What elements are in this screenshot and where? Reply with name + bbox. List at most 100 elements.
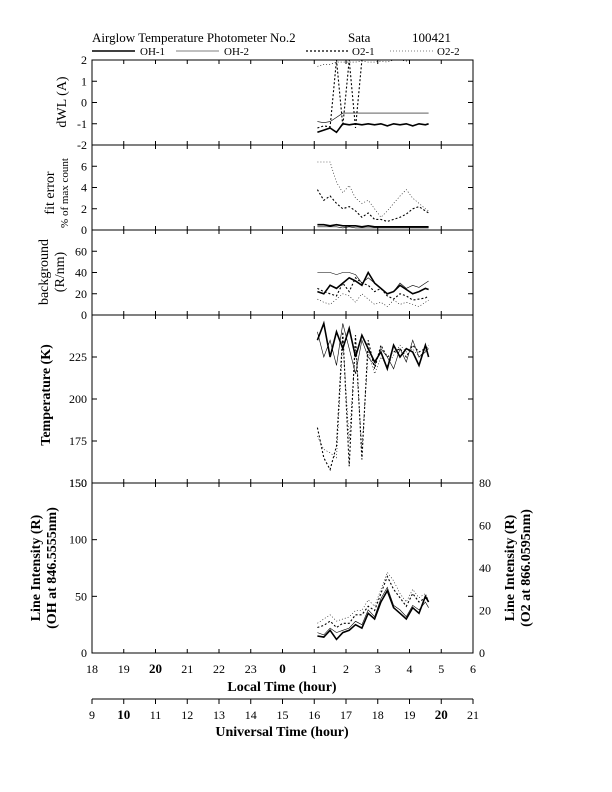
local-time-tick-label: 19: [118, 662, 130, 676]
temperature-series-o2-2: [317, 340, 429, 459]
temperature-series-oh-2: [317, 323, 429, 374]
fit-error-axis-label: fit error: [43, 171, 58, 214]
dwl-series-oh-2: [317, 112, 429, 124]
universal-time-tick-label: 19: [404, 708, 416, 722]
line_intensity-ytick-label: 0: [81, 646, 87, 660]
universal-time-tick-label: 15: [277, 708, 289, 722]
intensity-right-axis-label: Line Intensity (R): [503, 514, 518, 621]
dwl-ytick-label: -1: [77, 117, 87, 131]
line_intensity-series-oh-1: [317, 588, 430, 641]
background-ytick-label: 20: [75, 287, 87, 301]
universal-time-tick-label: 21: [467, 708, 479, 722]
line_intensity-series-o2-1: [317, 575, 430, 629]
line_intensity-y2tick-label: 40: [479, 561, 491, 575]
background-series-o2-1: [317, 276, 429, 301]
background-ytick-label: 40: [75, 266, 87, 280]
legend-label-o21: O2-1: [352, 46, 375, 58]
local-time-tick-label: 21: [181, 662, 193, 676]
panel-fit-error-frame: [91, 144, 474, 231]
local-time-tick-label: 20: [149, 661, 162, 676]
local-time-tick-label: 3: [375, 662, 381, 676]
local-time-tick-label: 6: [470, 662, 476, 676]
dwl-axis-label: dWL (A): [55, 76, 70, 128]
fit_error-ytick-label: 4: [81, 181, 87, 195]
dwl-ytick-label: 0: [81, 96, 87, 110]
legend: OH-1 OH-2 O2-1 O2-2: [92, 46, 460, 58]
temperature-ytick-label: 150: [69, 476, 87, 490]
local-time-tick-label: 22: [213, 662, 225, 676]
line_intensity-ytick-label: 150: [69, 476, 87, 490]
intensity-left-axis-label: Line Intensity (R): [29, 514, 44, 621]
local-time-tick-label: 4: [407, 662, 413, 676]
universal-time-tick-label: 16: [308, 708, 320, 722]
fit-error-axis-sublabel: % of max count: [59, 158, 71, 228]
legend-label-oh2: OH-2: [224, 46, 249, 58]
line_intensity-y2tick-label: 20: [479, 604, 491, 618]
universal-time-tick-label: 10: [117, 707, 130, 722]
chart-title: Airglow Temperature Photometer No.2: [92, 30, 296, 45]
universal-time-tick-label: 12: [181, 708, 193, 722]
temperature-ytick-label: 200: [69, 392, 87, 406]
line_intensity-ytick-label: 50: [75, 589, 87, 603]
dwl-ytick-label: -2: [77, 138, 87, 152]
dwl-series-o2-1: [317, 59, 429, 129]
background-axis-sublabel: (R/nm): [53, 251, 68, 292]
local-time-tick-label: 1: [311, 662, 317, 676]
background-ytick-label: 60: [75, 244, 87, 258]
fit_error-ytick-label: 0: [81, 223, 87, 237]
local-time-tick-label: 2: [343, 662, 349, 676]
series-layer: [316, 59, 430, 641]
fit_error-series-o2-2: [317, 161, 429, 218]
local-time-tick-label: 18: [86, 662, 98, 676]
dwl-series-oh-1: [317, 122, 429, 134]
universal-time-tick-label: 18: [372, 708, 384, 722]
line_intensity-series-o2-2: [317, 571, 429, 624]
legend-label-o22: O2-2: [437, 46, 460, 58]
background-ytick-label: 0: [81, 308, 87, 322]
temperature-series-o2-1: [316, 331, 430, 472]
universal-time-tick-label: 17: [340, 708, 352, 722]
local-time-tick-label: 0: [279, 661, 286, 676]
fit_error-series-oh-1: [317, 223, 429, 228]
local-time-tick-label: 23: [245, 662, 257, 676]
background-series-o2-2: [317, 293, 429, 307]
universal-time-tick-label: 20: [435, 707, 448, 722]
temperature-ytick-label: 225: [69, 350, 87, 364]
temperature-ytick-label: 175: [69, 434, 87, 448]
line_intensity-y2tick-label: 0: [479, 646, 485, 660]
line_intensity-y2tick-label: 80: [479, 476, 491, 490]
universal-time-tick-label: 13: [213, 708, 225, 722]
ticks-layer: 18 19 20 21 22 23 0 1 2 3 4 5 69 10 11 12 13 14 15 16 17 18 19…: [69, 53, 491, 722]
temperature-series-oh-1: [316, 320, 430, 372]
dwl-ytick-label: 1: [81, 74, 87, 88]
panel-intensity-frame: [91, 482, 474, 654]
line_intensity-series-oh-2: [317, 586, 429, 636]
panel-dwl-frame: [91, 59, 474, 146]
fit_error-series-oh-2: [317, 226, 429, 229]
background-series-oh-1: [317, 270, 429, 295]
universal-time-tick-label: 9: [89, 708, 95, 722]
fit_error-ytick-label: 2: [81, 202, 87, 216]
dwl-ytick-label: 2: [81, 53, 87, 67]
background-series-oh-2: [317, 272, 429, 295]
panel-background-frame: [91, 229, 474, 316]
intensity-left-axis-sublabel: (OH at 846.5555nm): [45, 507, 60, 629]
line_intensity-ytick-label: 100: [69, 533, 87, 547]
site-name: Sata: [348, 30, 371, 45]
fit_error-series-o2-1: [316, 189, 429, 223]
line_intensity-y2tick-label: 60: [479, 519, 491, 533]
universal-time-axis-label: Universal Time (hour): [215, 725, 349, 740]
universal-time-tick-label: 11: [150, 708, 162, 722]
local-time-tick-label: 5: [438, 662, 444, 676]
panel-temperature-frame: [91, 314, 474, 484]
background-axis-label: background: [37, 239, 52, 305]
dwl-series-o2-2: [317, 59, 429, 67]
intensity-right-axis-sublabel: (O2 at 866.0595nm): [519, 509, 534, 627]
temperature-axis-label: Temperature (K): [39, 344, 54, 446]
universal-time-tick-label: 14: [245, 708, 257, 722]
local-time-axis-label: Local Time (hour): [227, 680, 336, 695]
date-label: 100421: [412, 30, 451, 45]
fit_error-ytick-label: 6: [81, 159, 87, 173]
legend-label-oh1: OH-1: [140, 46, 165, 58]
